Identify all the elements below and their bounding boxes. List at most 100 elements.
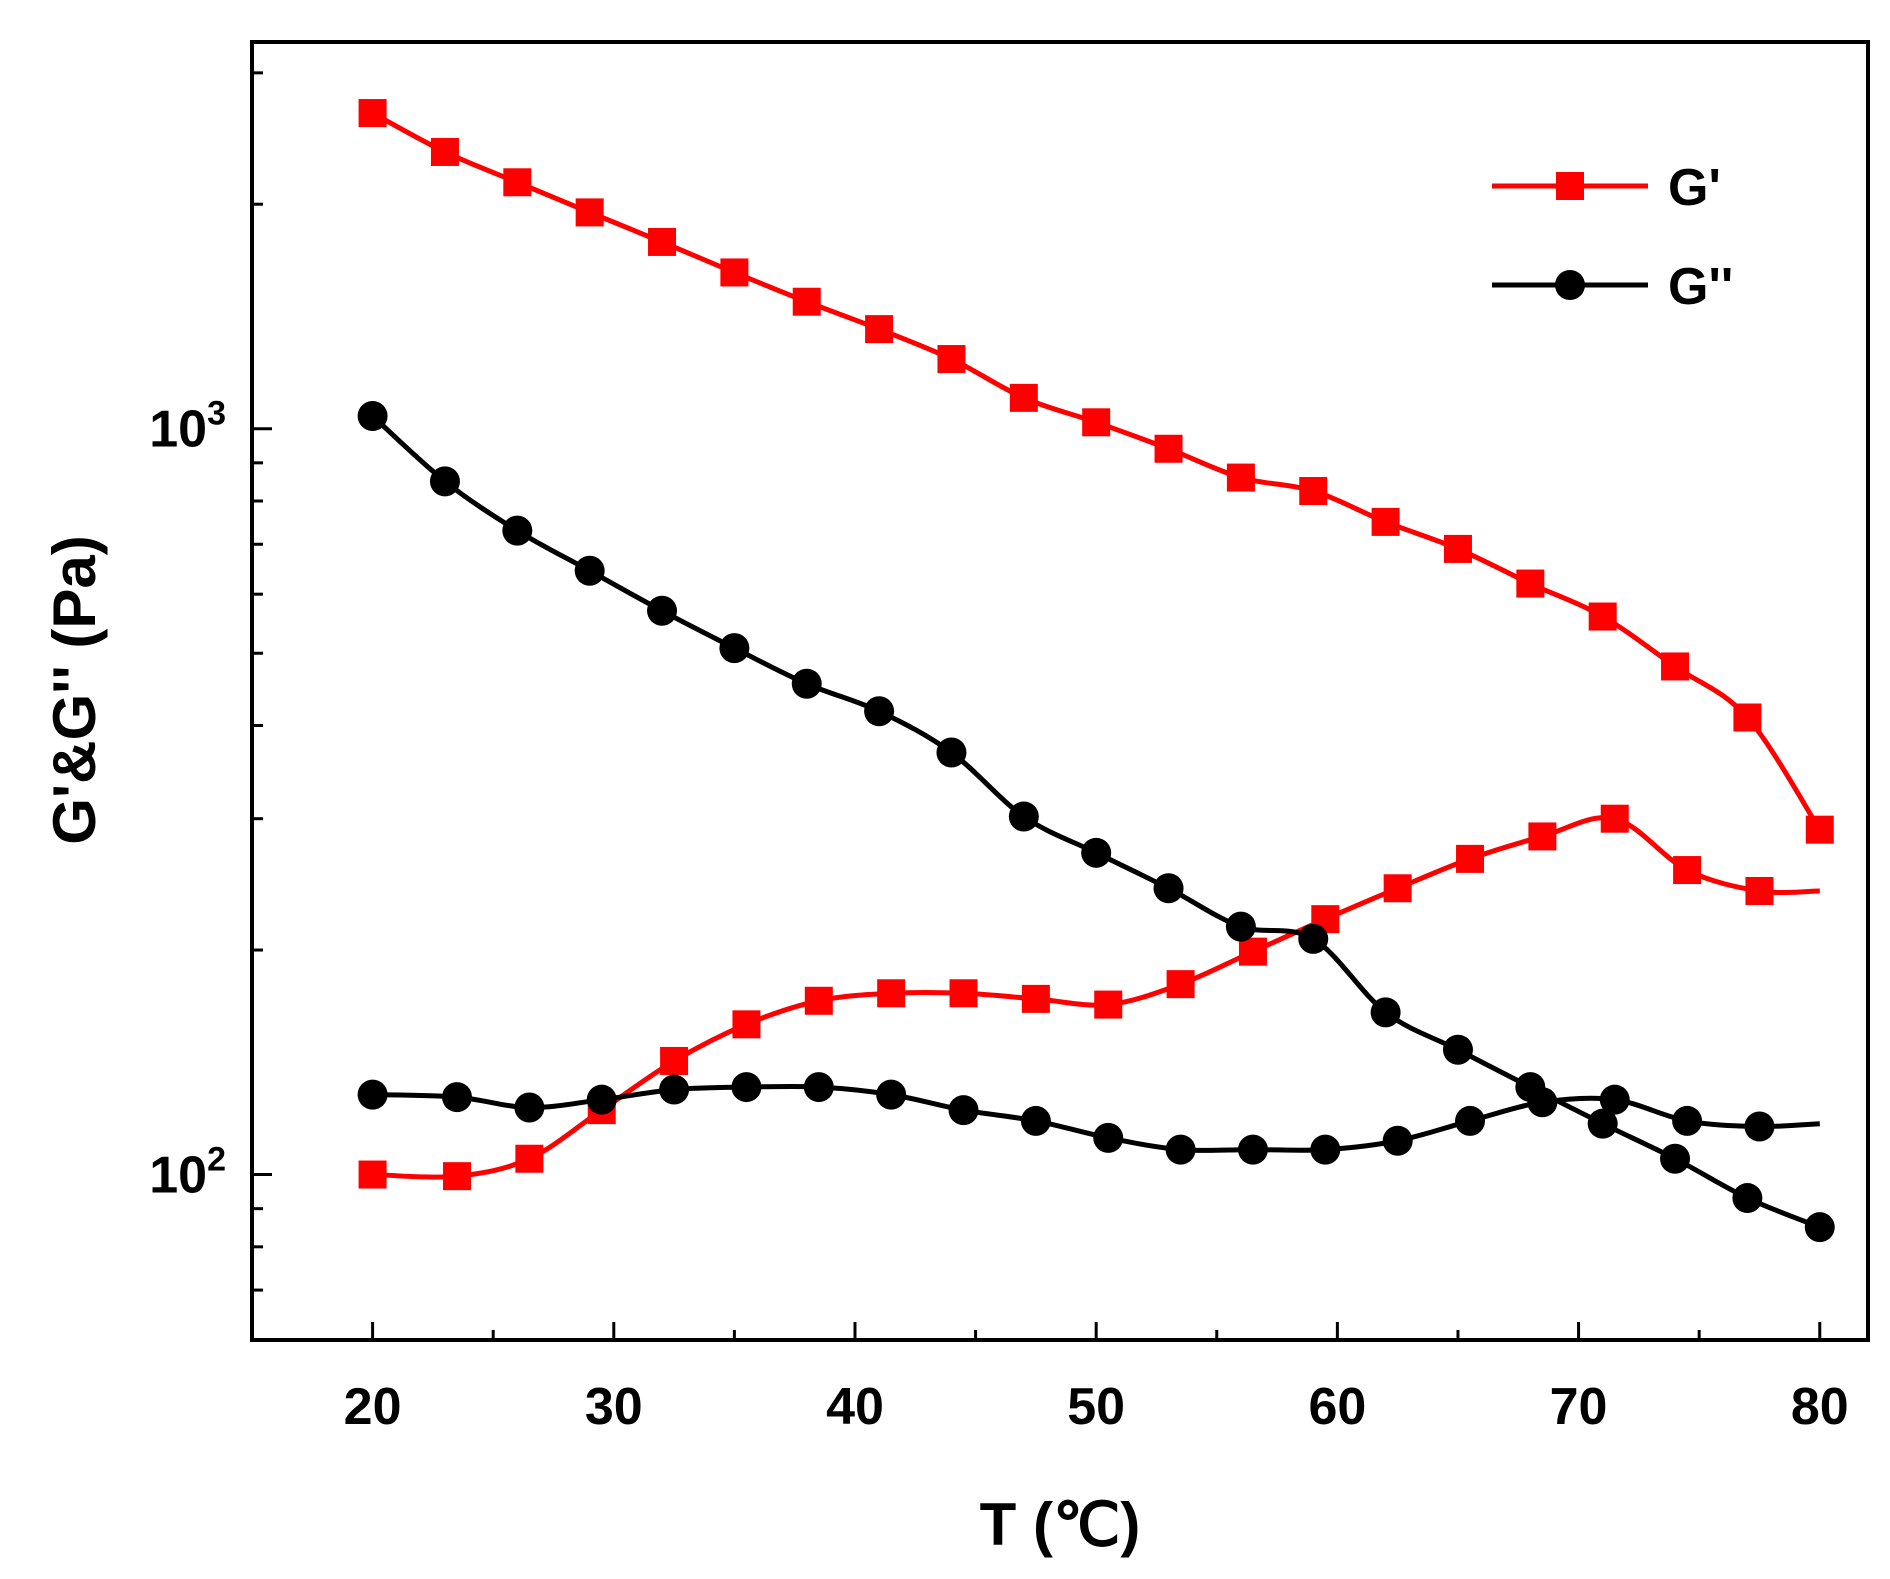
data-point-square	[1082, 408, 1111, 437]
data-point-circle	[791, 668, 822, 699]
data-point-square	[1154, 434, 1183, 463]
y-tick-label: 103	[149, 395, 226, 459]
data-point-square	[877, 979, 906, 1008]
data-point-circle	[1093, 1122, 1124, 1153]
data-point-square	[503, 168, 532, 197]
data-point-square	[575, 198, 604, 227]
data-point-square	[1021, 984, 1050, 1013]
data-point-square	[1226, 463, 1255, 492]
data-point-circle	[731, 1072, 762, 1103]
data-point-square	[1238, 937, 1267, 966]
data-point-square	[732, 1010, 761, 1039]
x-tick-label: 60	[1308, 1378, 1366, 1436]
data-point-square	[443, 1162, 472, 1191]
legend-entry-g-double-prime: G''	[1492, 258, 1733, 316]
data-point-circle	[1442, 1034, 1473, 1065]
data-point-circle	[1599, 1084, 1630, 1115]
x-tick-label: 30	[585, 1378, 643, 1436]
data-point-square	[1588, 602, 1617, 631]
data-point-circle	[1804, 1212, 1835, 1243]
data-point-circle	[514, 1092, 545, 1123]
data-point-square	[1673, 856, 1702, 885]
data-point-circle	[1744, 1111, 1775, 1142]
data-point-circle	[1672, 1105, 1703, 1136]
data-point-circle	[1153, 873, 1184, 904]
data-point-square	[804, 986, 833, 1015]
data-point-circle	[357, 1079, 388, 1110]
y-tick-label: 102	[149, 1141, 226, 1205]
data-point-circle	[1732, 1183, 1763, 1214]
data-point-circle	[948, 1095, 979, 1126]
data-point-square	[1443, 534, 1472, 563]
data-point-circle	[1310, 1134, 1341, 1165]
data-point-circle	[574, 555, 605, 586]
data-point-square	[865, 315, 894, 344]
data-point-circle	[1225, 911, 1256, 942]
x-tick-label: 80	[1791, 1378, 1849, 1436]
data-point-circle	[1382, 1125, 1413, 1156]
data-point-square	[660, 1046, 689, 1075]
data-point-square	[1456, 844, 1485, 873]
data-point-square	[1733, 703, 1762, 732]
legend-entry-g-prime: G'	[1492, 159, 1721, 217]
data-point-circle	[442, 1082, 473, 1113]
data-point-square	[1600, 804, 1629, 833]
data-point-circle	[803, 1072, 834, 1103]
data-point-square	[1516, 569, 1545, 598]
data-point-circle	[864, 696, 895, 727]
data-point-square	[937, 345, 966, 374]
data-point-square	[648, 227, 677, 256]
data-point-square	[430, 137, 459, 166]
data-point-circle	[876, 1079, 907, 1110]
series-g-double-prime-cooling	[357, 1072, 1820, 1165]
data-point-circle	[936, 737, 967, 768]
data-point-circle	[659, 1074, 690, 1105]
data-point-circle	[719, 633, 750, 664]
x-axis-label: T (℃)	[980, 1491, 1141, 1558]
series-g-double-prime-heating	[357, 401, 1835, 1243]
data-point-circle	[1081, 837, 1112, 868]
data-point-square	[515, 1144, 544, 1173]
legend-label-g-double-prime: G''	[1668, 258, 1733, 316]
data-point-square	[1805, 815, 1834, 844]
data-point-circle	[1527, 1087, 1558, 1118]
data-point-square	[1528, 822, 1557, 851]
data-point-square	[358, 99, 387, 128]
x-tick-label: 50	[1067, 1378, 1125, 1436]
plot-frame	[250, 40, 1870, 1342]
data-point-circle	[502, 515, 533, 546]
series-g-prime-heating	[358, 99, 1834, 844]
data-point-square	[1383, 874, 1412, 903]
data-point-square	[949, 979, 978, 1008]
data-point-square	[720, 258, 749, 287]
data-point-square	[1166, 970, 1195, 999]
data-point-circle	[1237, 1134, 1268, 1165]
plot-area	[357, 99, 1835, 1243]
data-point-circle	[1008, 801, 1039, 832]
x-axis: 20 30 40 50 60 70 80	[344, 1322, 1849, 1436]
legend-label-g-prime: G'	[1668, 159, 1721, 217]
data-point-circle	[1660, 1143, 1691, 1174]
data-point-circle	[1298, 923, 1329, 954]
data-point-square	[1371, 507, 1400, 536]
data-point-circle	[429, 466, 460, 497]
data-point-square	[358, 1160, 387, 1189]
x-tick-label: 20	[344, 1378, 402, 1436]
data-point-square	[1094, 990, 1123, 1019]
data-point-circle	[1165, 1134, 1196, 1165]
data-point-square	[1299, 477, 1328, 506]
legend: G' G''	[1492, 159, 1733, 316]
y-axis: 102 103	[149, 71, 272, 1292]
x-tick-label: 40	[826, 1378, 884, 1436]
data-point-square	[792, 287, 821, 316]
data-point-square	[1745, 876, 1774, 905]
legend-marker-circle	[1555, 270, 1585, 300]
x-tick-label: 70	[1550, 1378, 1608, 1436]
data-point-circle	[1587, 1108, 1618, 1139]
data-point-square	[1009, 383, 1038, 412]
data-point-circle	[647, 595, 678, 626]
data-point-square	[1661, 652, 1690, 681]
data-point-circle	[1455, 1105, 1486, 1136]
